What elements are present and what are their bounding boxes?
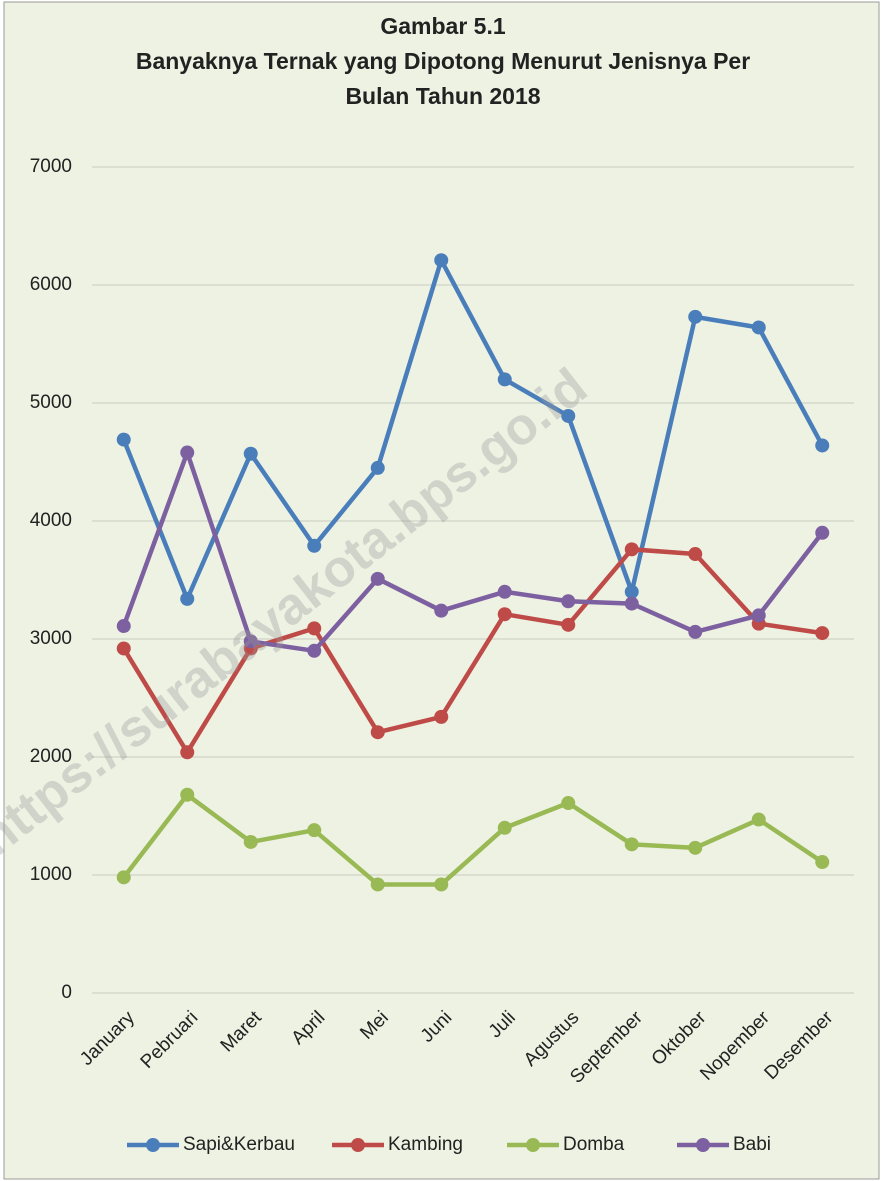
data-point — [243, 834, 258, 849]
data-point — [180, 445, 195, 460]
series-line — [121, 547, 823, 755]
data-point — [180, 787, 195, 802]
data-point — [434, 603, 449, 618]
data-point — [561, 617, 576, 632]
data-point — [370, 460, 385, 475]
data-point — [688, 547, 703, 562]
chart-title: Bulan Tahun 2018 — [345, 83, 540, 109]
data-point — [307, 823, 322, 838]
legend-label: Babi — [733, 1134, 771, 1155]
data-point — [688, 309, 703, 324]
data-point — [751, 812, 766, 827]
data-point — [180, 591, 195, 606]
data-point — [370, 877, 385, 892]
chart-title: Banyaknya Ternak yang Dipotong Menurut J… — [136, 48, 750, 74]
data-point — [243, 634, 258, 649]
legend-marker — [351, 1138, 365, 1152]
series-line — [121, 450, 825, 654]
data-point — [561, 594, 576, 609]
data-point — [497, 607, 512, 622]
data-point — [497, 584, 512, 599]
data-point — [307, 538, 322, 553]
data-point — [751, 320, 766, 335]
data-point — [116, 432, 131, 447]
legend-label: Domba — [563, 1134, 625, 1155]
data-point — [434, 709, 449, 724]
data-point — [815, 525, 830, 540]
legend-marker — [526, 1138, 540, 1152]
data-point — [624, 596, 639, 611]
data-point — [688, 624, 703, 639]
data-point — [624, 542, 639, 557]
data-point — [116, 641, 131, 656]
data-point — [751, 608, 766, 623]
data-point — [434, 877, 449, 892]
data-point — [370, 571, 385, 586]
data-point — [307, 621, 322, 636]
data-point — [116, 870, 131, 885]
legend-marker — [146, 1138, 160, 1152]
y-tick-label: 5000 — [30, 392, 72, 413]
data-point — [180, 745, 195, 760]
y-tick-label: 0 — [61, 982, 72, 1003]
data-point — [624, 584, 639, 599]
y-tick-label: 1000 — [30, 864, 72, 885]
data-point — [561, 796, 576, 811]
data-point — [688, 840, 703, 855]
data-point — [497, 372, 512, 387]
data-point — [497, 820, 512, 835]
legend-label: Sapi&Kerbau — [183, 1134, 295, 1155]
data-point — [815, 438, 830, 453]
series-line — [121, 257, 825, 602]
y-tick-label: 3000 — [30, 628, 72, 649]
chart-title: Gambar 5.1 — [380, 13, 505, 39]
legend-marker — [696, 1138, 710, 1152]
legend-label: Kambing — [388, 1134, 463, 1155]
y-tick-label: 7000 — [30, 156, 72, 177]
data-point — [624, 837, 639, 852]
data-point — [434, 253, 449, 268]
y-tick-label: 2000 — [30, 746, 72, 767]
data-point — [815, 855, 830, 870]
data-point — [561, 408, 576, 423]
chart-background — [3, 1, 880, 1180]
data-point — [370, 725, 385, 740]
data-point — [116, 619, 131, 634]
data-point — [243, 446, 258, 461]
series-line — [121, 792, 824, 887]
y-tick-label: 4000 — [30, 510, 72, 531]
y-tick-label: 6000 — [30, 274, 72, 295]
data-point — [307, 643, 322, 658]
data-point — [815, 626, 830, 641]
